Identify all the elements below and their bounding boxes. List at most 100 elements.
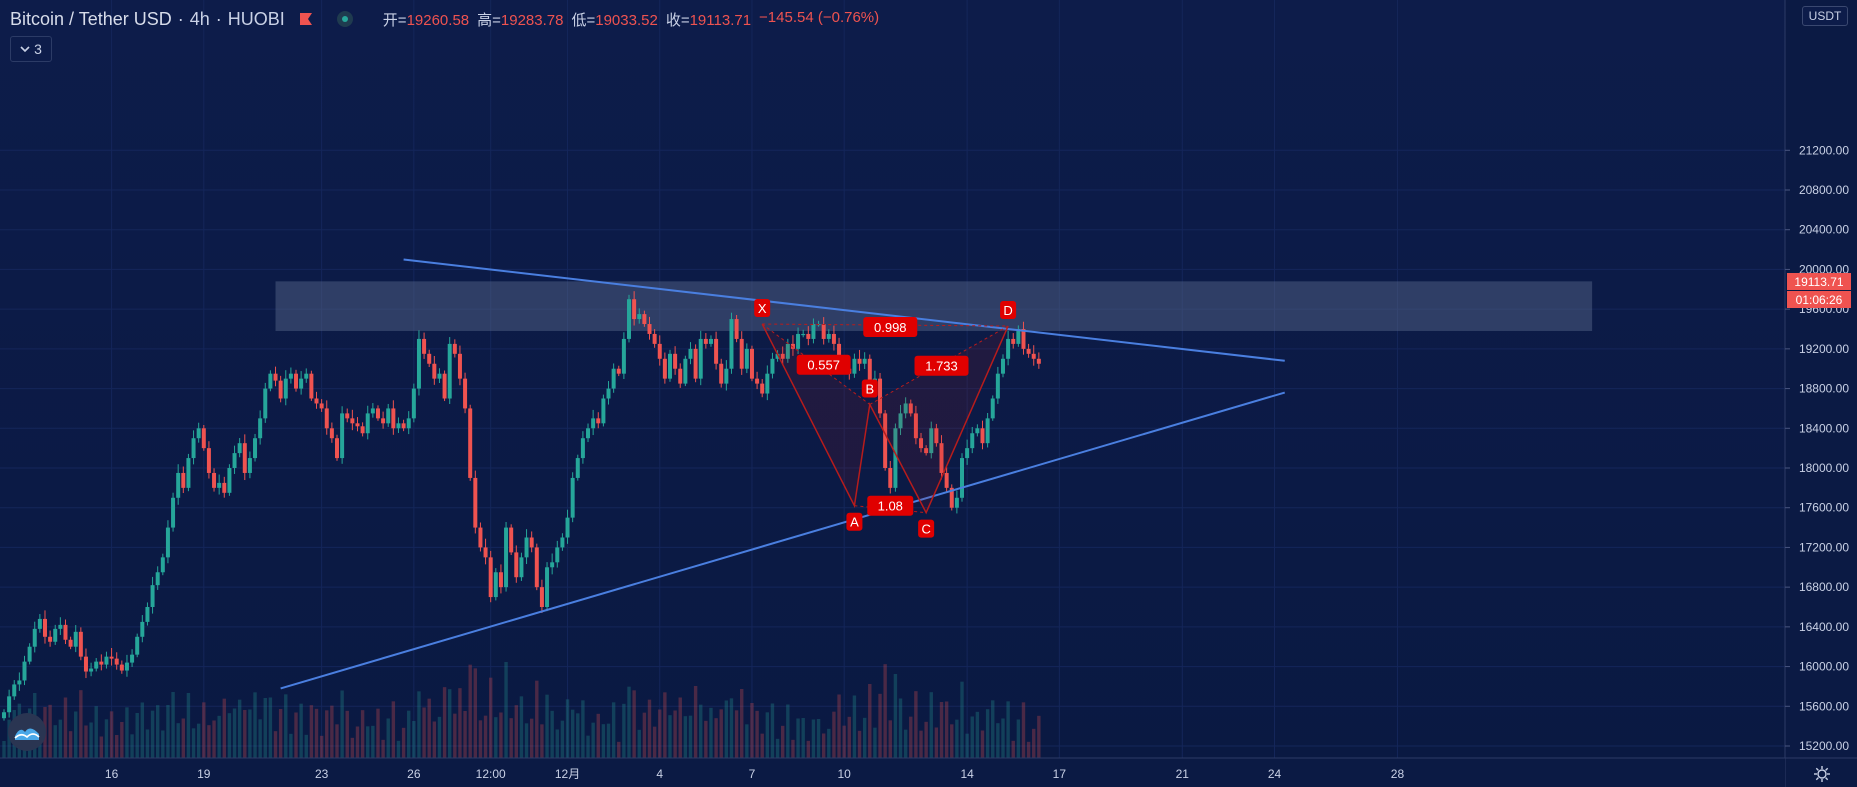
settings-icon[interactable] xyxy=(1813,765,1831,783)
volume-bar xyxy=(929,692,933,758)
candle-body xyxy=(683,358,688,384)
candle-body xyxy=(837,343,842,359)
volume-bar xyxy=(115,735,119,758)
symbol-name[interactable]: Bitcoin / Tether USD xyxy=(10,8,172,29)
volume-bar xyxy=(99,736,104,758)
indicator-toggle-button[interactable]: 3 xyxy=(10,36,52,62)
candle-body xyxy=(109,656,114,659)
candle-body xyxy=(893,428,898,488)
volume-bar xyxy=(950,724,954,758)
volume-bar xyxy=(832,711,836,758)
candle-body xyxy=(960,458,965,498)
candle-body xyxy=(724,368,729,384)
candle-body xyxy=(642,314,647,325)
volume-bar xyxy=(878,693,882,758)
candle-body xyxy=(319,403,324,409)
candle-body xyxy=(714,338,719,364)
candle-body xyxy=(519,557,524,578)
volume-bar xyxy=(627,686,631,758)
volume-bar xyxy=(637,729,641,758)
volume-bar xyxy=(350,737,355,758)
volume-bar xyxy=(89,722,93,758)
pattern-point-marker xyxy=(918,519,935,538)
candle-body xyxy=(1036,358,1041,364)
candle-body xyxy=(678,368,683,384)
candle-body xyxy=(483,547,488,558)
candle-body xyxy=(432,363,437,379)
candle-body xyxy=(734,319,739,339)
volume-bar xyxy=(775,738,780,758)
volume-bar xyxy=(442,687,447,758)
volume-bar xyxy=(289,733,293,758)
candle-body xyxy=(867,358,872,389)
candle-body xyxy=(1026,348,1031,354)
volume-bar xyxy=(366,726,370,758)
volume-bar xyxy=(422,707,426,758)
time-tick-label: 12:00 xyxy=(476,767,506,781)
volume-bar xyxy=(412,721,416,758)
volume-bar xyxy=(453,713,457,758)
candle-body xyxy=(53,628,58,642)
volume-bar xyxy=(673,710,677,758)
trendline xyxy=(280,391,1286,690)
pattern-point-marker xyxy=(754,299,771,318)
volume-bar xyxy=(780,725,785,758)
candle-body xyxy=(124,662,129,671)
volume-bar xyxy=(417,691,421,758)
candle-body xyxy=(534,547,539,588)
candle-body xyxy=(422,338,427,354)
volume-bar xyxy=(63,697,68,758)
candle-body xyxy=(350,418,355,424)
candle-body xyxy=(299,378,304,389)
flag-icon[interactable] xyxy=(299,12,313,26)
candle-body xyxy=(130,654,135,663)
current-price-badge: 19113.71 xyxy=(1787,273,1851,290)
candle-body xyxy=(294,373,299,389)
candle-body xyxy=(1011,338,1016,344)
volume-bar xyxy=(750,703,754,758)
candle-body xyxy=(217,482,222,488)
volume-bar xyxy=(396,740,401,758)
volume-bar xyxy=(325,710,329,758)
candle-body xyxy=(329,428,334,439)
price-axis xyxy=(1785,0,1857,787)
candle-body xyxy=(375,408,380,419)
candle-body xyxy=(1016,329,1021,344)
logo-icon[interactable] xyxy=(8,713,46,751)
volume-bar xyxy=(273,731,278,758)
volume-bar xyxy=(529,718,534,758)
candle-body xyxy=(27,646,32,662)
candle-body xyxy=(304,373,309,379)
candle-body xyxy=(176,472,181,498)
pattern-point-marker xyxy=(1000,301,1017,320)
volume-bar xyxy=(699,704,703,758)
currency-unit-button[interactable]: USDT xyxy=(1802,6,1848,26)
candle-body xyxy=(560,537,565,548)
candle-body xyxy=(452,343,457,354)
candle-body xyxy=(765,373,770,394)
volume-bar xyxy=(565,699,570,758)
volume-bar xyxy=(448,689,452,758)
candle-body xyxy=(990,398,995,419)
volume-bar xyxy=(202,702,206,758)
candle-body xyxy=(165,527,170,558)
candle-body xyxy=(237,443,242,454)
candle-body xyxy=(48,636,53,642)
volume-bar xyxy=(944,701,949,758)
candle-body xyxy=(806,333,811,339)
high-label: 高= xyxy=(477,11,501,29)
pattern-ratio: 1.733 xyxy=(914,355,969,376)
time-tick-label: 19 xyxy=(197,767,211,781)
interval-label[interactable]: 4h xyxy=(189,8,210,29)
time-tick-label: 17 xyxy=(1053,767,1067,781)
candle-body xyxy=(222,482,227,493)
volume-bar xyxy=(837,694,841,758)
candle-body xyxy=(985,418,990,444)
volume-bar xyxy=(391,701,396,758)
candle-body xyxy=(831,333,836,344)
volume-bar xyxy=(985,709,990,758)
candle-body xyxy=(473,477,478,528)
volume-bar xyxy=(821,733,826,758)
